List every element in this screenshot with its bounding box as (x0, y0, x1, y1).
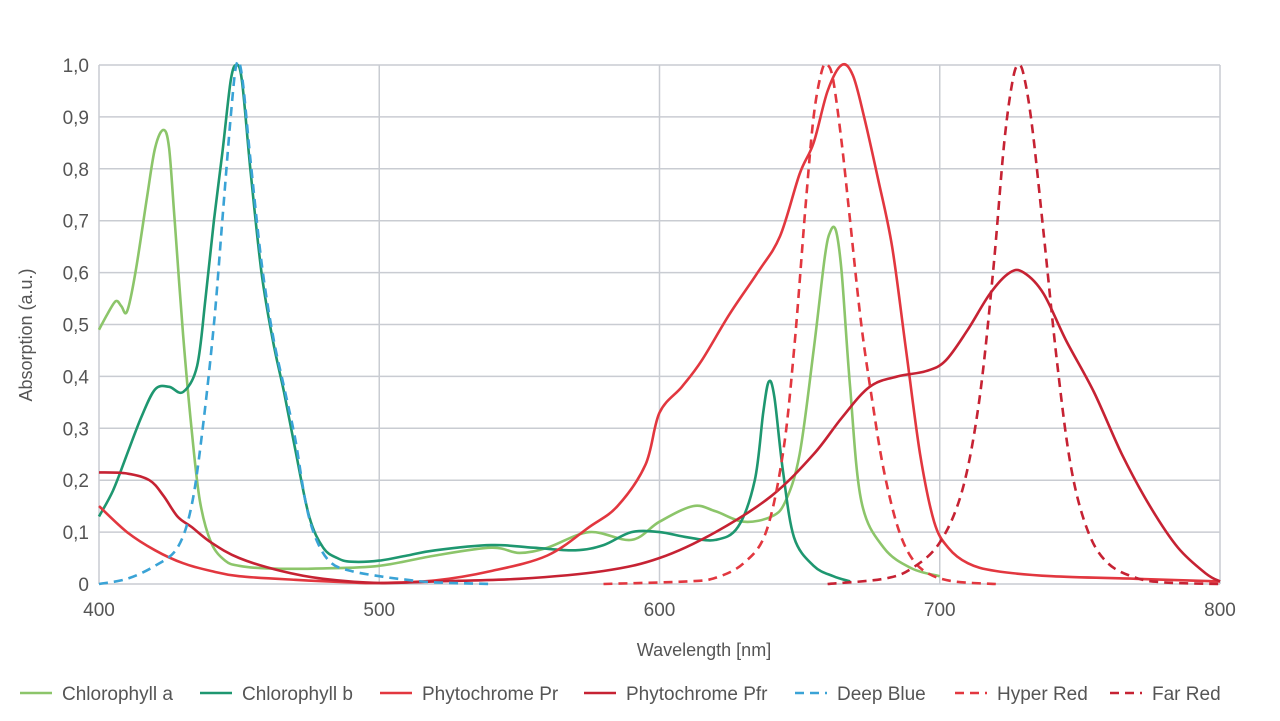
y-axis-label: Absorption (a.u.) (16, 268, 36, 401)
y-tick-label-0: 0 (78, 575, 89, 596)
y-tick-label-7: 0,7 (63, 212, 89, 233)
series-line-deep-blue (98, 59, 492, 586)
y-tick-label-3: 0,3 (63, 419, 89, 440)
series-line-hyper-red (603, 62, 996, 586)
legend-label-phytochrome-pfr: Phytochrome Pfr (626, 684, 768, 705)
y-tick-label-6: 0,6 (63, 264, 89, 285)
legend-label-chlorophyll-b: Chlorophyll b (242, 684, 353, 705)
y-tick-label-5: 0,5 (63, 316, 89, 337)
legend-label-hyper-red: Hyper Red (997, 684, 1088, 705)
x-tick-label-4: 800 (1204, 600, 1236, 621)
y-tick-label-10: 1,0 (63, 56, 89, 77)
grid (98, 64, 1221, 585)
x-axis-label: Wavelength [nm] (637, 640, 771, 660)
series-line-phytochrome-pfr (98, 268, 1221, 585)
y-tick-label-1: 0,1 (63, 523, 89, 544)
y-tick-label-9: 0,9 (63, 108, 89, 129)
x-tick-label-2: 600 (644, 600, 676, 621)
series-line-far-red (827, 63, 1221, 586)
x-tick-label-3: 700 (924, 600, 956, 621)
series-lines (97, 59, 1221, 586)
series-line-chlorophyll-b (97, 63, 851, 583)
y-tick-label-4: 0,4 (63, 367, 90, 388)
series-line-chlorophyll-a (97, 128, 941, 578)
y-tick-label-8: 0,8 (63, 160, 89, 181)
series-line-phytochrome-pr (98, 63, 1221, 585)
legend-label-deep-blue: Deep Blue (837, 684, 926, 705)
legend-label-phytochrome-pr: Phytochrome Pr (422, 684, 559, 705)
y-tick-label-2: 0,2 (63, 471, 89, 492)
x-tick-label-0: 400 (83, 600, 115, 621)
x-tick-label-1: 500 (363, 600, 395, 621)
legend-label-far-red: Far Red (1152, 684, 1221, 705)
legend: Chlorophyll a Chlorophyll b Phytochrome Pr… (20, 684, 1221, 705)
legend-label-chlorophyll-a: Chlorophyll a (62, 684, 173, 705)
tick-labels: 0 0,1 0,2 0,3 0,4 0,5 0,6 0,7 0,8 0,9 1,0 400 500 600… (63, 56, 1236, 621)
